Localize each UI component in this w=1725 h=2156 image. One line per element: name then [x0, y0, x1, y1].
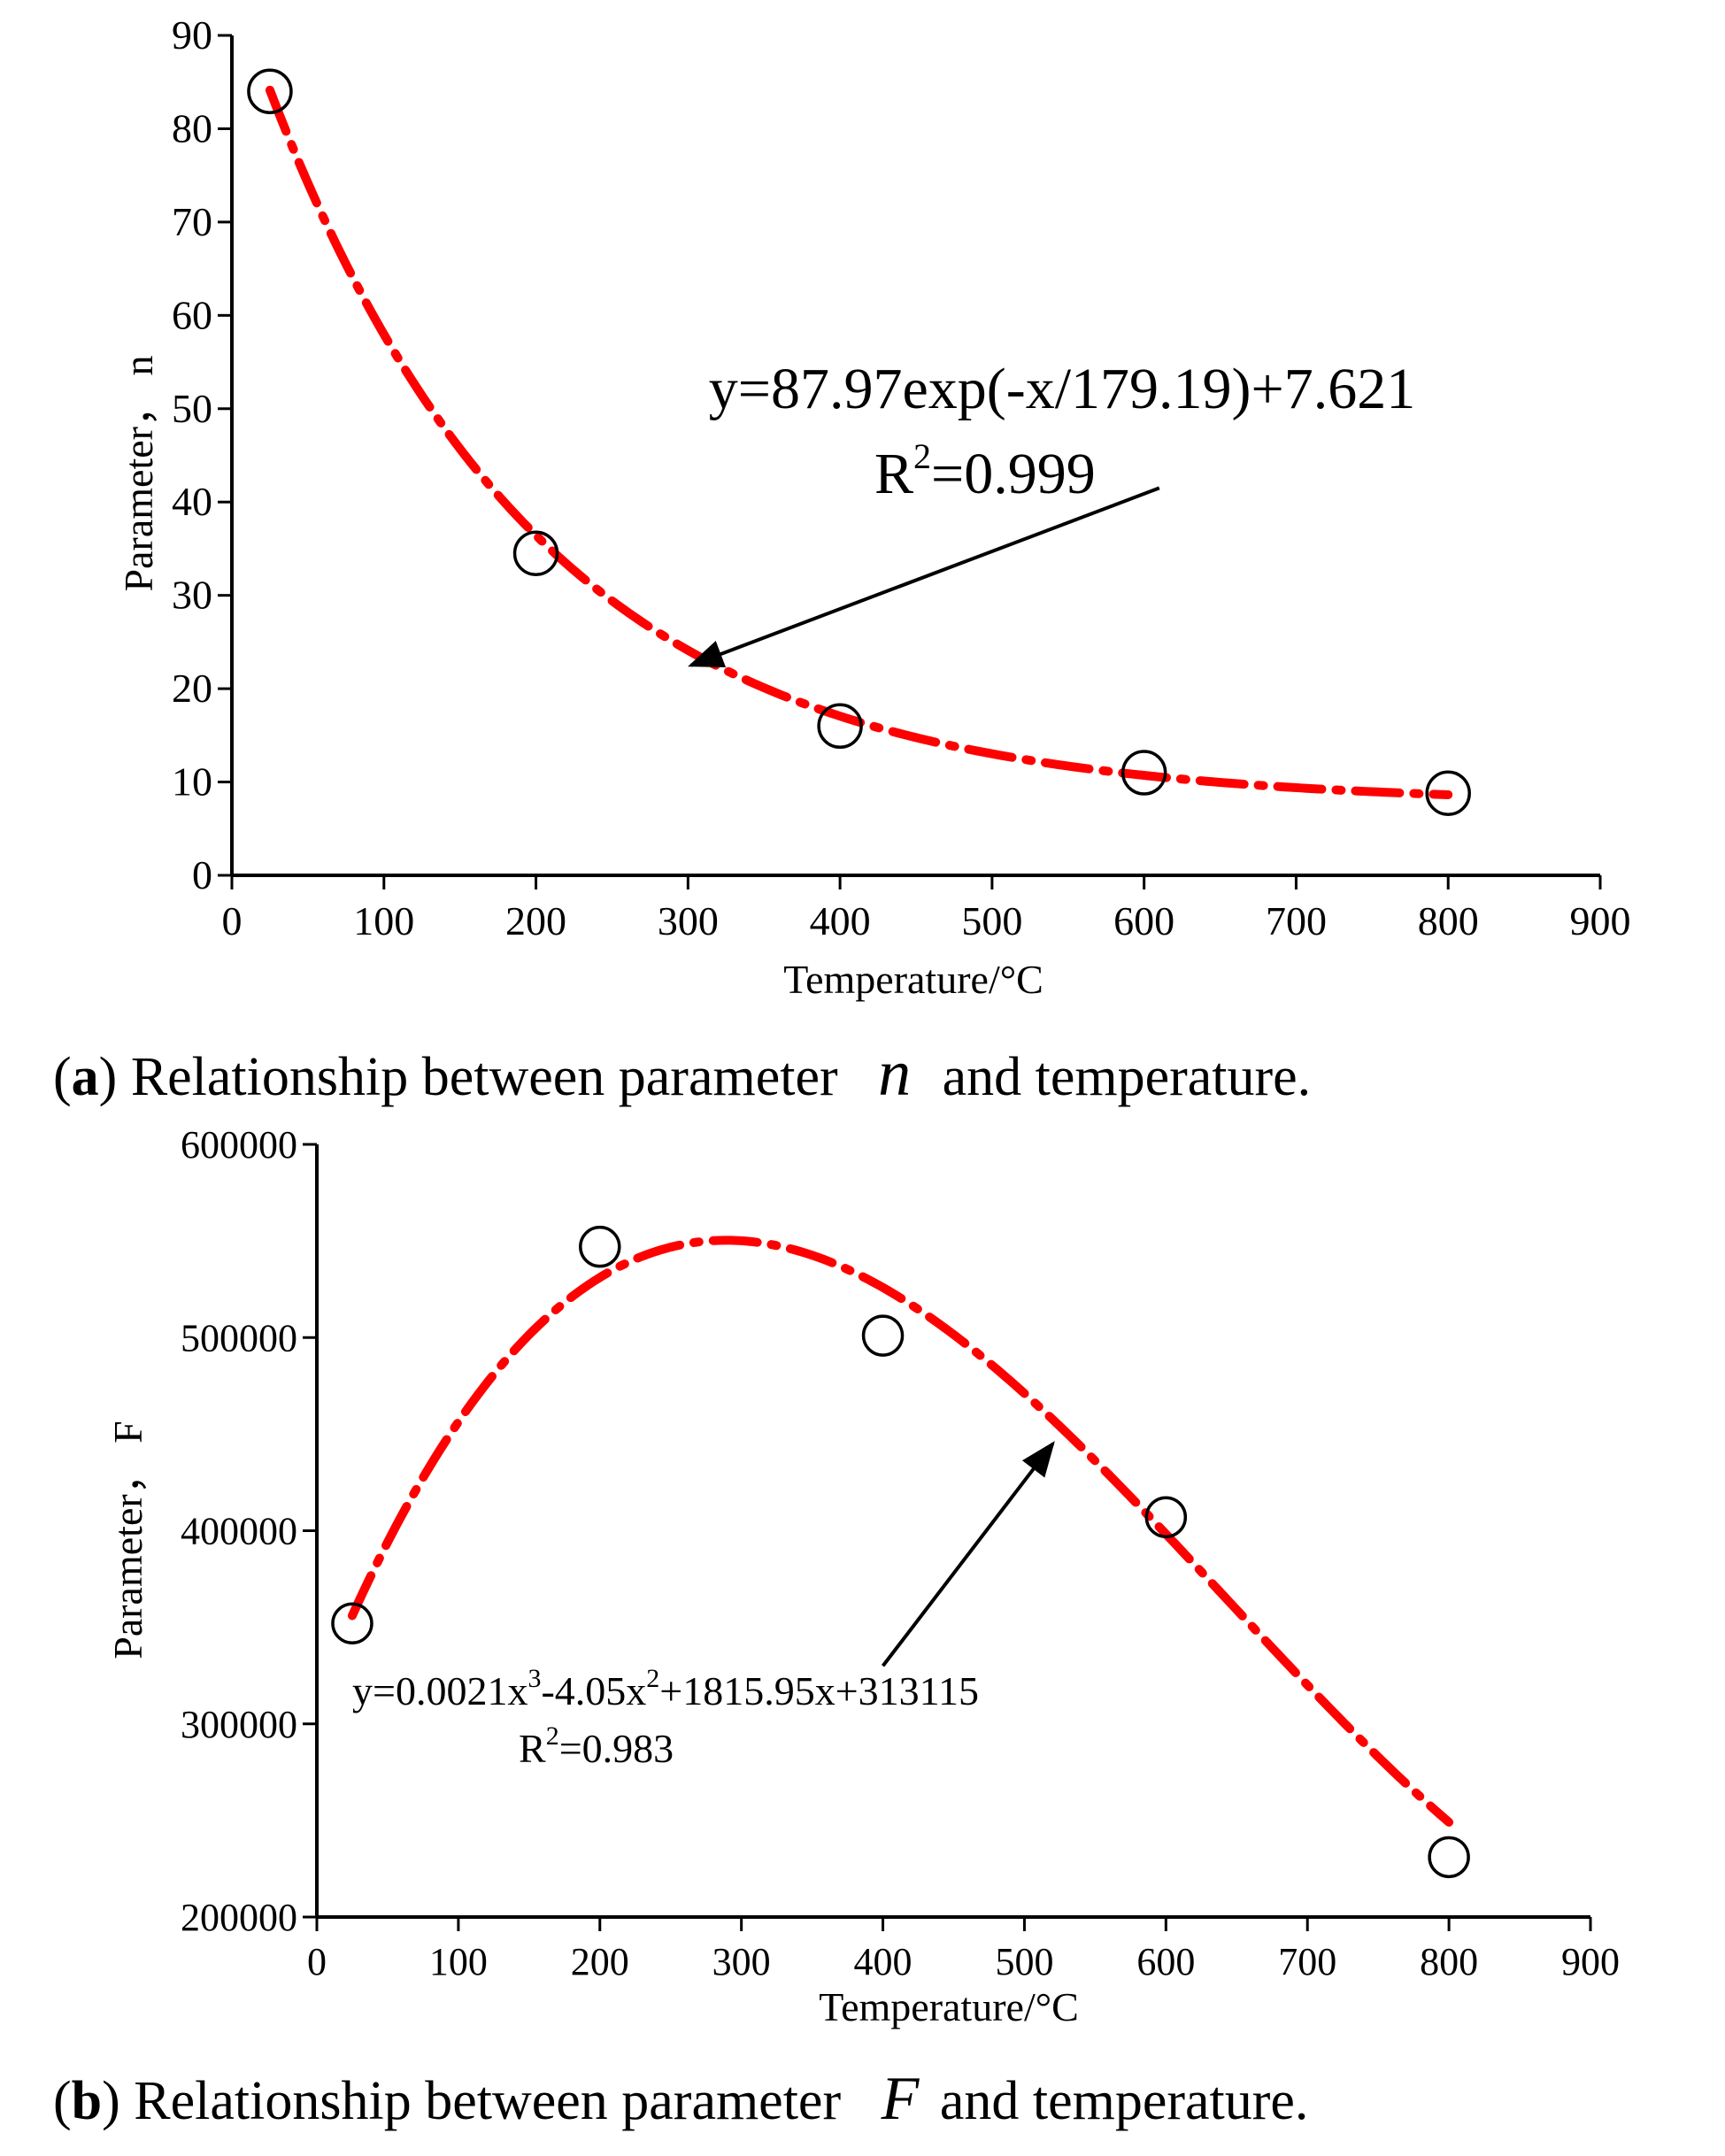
x-tick-label-b-600: 600: [1136, 1940, 1195, 1983]
arrow-line-b: [881, 1441, 1055, 1667]
ticks-a: [218, 34, 1602, 889]
r-squared-value-b: =0.983: [559, 1726, 674, 1771]
annotation-arrow-b: [881, 1441, 1055, 1667]
x-tick-label-b-800: 800: [1420, 1940, 1478, 1983]
x-tick-label-b-200: 200: [571, 1940, 629, 1983]
caption-b-open: (: [53, 2071, 72, 2131]
r-squared-label-b: R: [519, 1726, 546, 1771]
y-tick-label-a-70: 70: [172, 199, 212, 244]
fit-line-a: [265, 85, 1453, 799]
x-tick-label-b-100: 100: [429, 1940, 488, 1983]
fit-curve-a: [265, 85, 1453, 799]
data-point-a-25: [247, 68, 293, 115]
data-point-b-800: [1428, 1836, 1470, 1879]
fit-curve-b: [347, 1236, 1454, 1827]
caption-b-text-before: Relationship between parameter: [120, 2071, 855, 2131]
x-tick-label-a-500: 500: [961, 898, 1022, 943]
x-tick-label-a-0: 0: [222, 898, 243, 943]
x-tick-label-a-800: 800: [1418, 898, 1479, 943]
chart-panel-a: 0 100 200 300 400 500 600 700 800 900 0 10 20 30 40 50…: [53, 12, 1631, 1110]
chart-panel-b: 0 100 200 300 400 500 600 700 800 900 200000 30000…: [53, 1123, 1620, 2133]
x-tick-label-a-200: 200: [505, 898, 566, 943]
data-point-b-25: [331, 1602, 373, 1645]
y-axis-title-a: Parameter， n: [116, 356, 161, 592]
x-tick-label-a-900: 900: [1570, 898, 1631, 943]
data-point-a-800: [1425, 770, 1471, 816]
fit-equation-b: y=0.0021x3-4.05x2+1815.95x+313115: [352, 1664, 979, 1713]
data-point-b-600: [1144, 1496, 1188, 1538]
fit-equation-b-part2: -4.05x: [541, 1668, 646, 1713]
y-tick-label-b-300000: 300000: [181, 1703, 297, 1746]
fit-equation-b-part1: y=0.0021x: [352, 1668, 528, 1713]
x-tick-label-b-900: 900: [1561, 1940, 1620, 1983]
x-axis-title-b: Temperature/°C: [819, 1984, 1079, 2029]
fit-line-b: [347, 1236, 1454, 1827]
x-tick-labels-b: 0 100 200 300 400 500 600 700 800 900: [307, 1940, 1620, 1983]
data-point-a-400: [817, 703, 863, 750]
y-tick-label-b-500000: 500000: [181, 1316, 297, 1359]
y-tick-label-b-400000: 400000: [181, 1510, 297, 1553]
y-tick-label-b-200000: 200000: [181, 1896, 297, 1939]
x-tick-label-b-0: 0: [307, 1940, 327, 1983]
y-tick-label-a-50: 50: [172, 386, 212, 431]
y-tick-label-a-90: 90: [172, 12, 212, 58]
x-tick-label-b-300: 300: [712, 1940, 771, 1983]
data-point-a-600: [1120, 750, 1167, 796]
caption-a-close: ): [99, 1047, 118, 1107]
y-tick-label-a-80: 80: [172, 105, 212, 150]
y-tick-labels-b: 200000 300000 400000 500000 600000: [181, 1123, 297, 1939]
caption-a-symbol: n: [878, 1037, 911, 1110]
caption-b-text-after: and temperature.: [926, 2071, 1308, 2131]
r-squared-label-a: R: [874, 442, 913, 506]
y-tick-label-a-40: 40: [172, 479, 212, 524]
y-axis-title-b: Parameter， F: [105, 1421, 150, 1659]
r-squared-sup-a: 2: [913, 436, 931, 476]
caption-b-label: b: [72, 2071, 102, 2131]
x-tick-label-a-700: 700: [1266, 898, 1327, 943]
x-tick-labels-a: 0 100 200 300 400 500 600 700 800 900: [222, 898, 1631, 943]
y-tick-labels-a: 0 10 20 30 40 50 60 70 80 90: [172, 12, 212, 897]
x-axis-title-a: Temperature/°C: [783, 957, 1043, 1002]
fit-equation-b-sup2: 2: [646, 1664, 659, 1693]
data-point-a-200: [512, 530, 559, 576]
caption-b-close: ): [102, 2071, 120, 2131]
caption-a: (a) Relationship between parameter n and…: [53, 1037, 1311, 1110]
fit-equation-a: y=87.97exp(-x/179.19)+7.621: [709, 357, 1416, 421]
axes-a: [230, 35, 1600, 877]
data-points-a: [247, 68, 1471, 816]
x-tick-label-a-400: 400: [810, 898, 871, 943]
fit-equation-b-sup1: 3: [528, 1664, 541, 1693]
r-squared-value-a: =0.999: [931, 442, 1096, 506]
caption-a-text-before: Relationship between parameter: [117, 1047, 851, 1107]
x-tick-label-a-100: 100: [353, 898, 414, 943]
ticks-b: [303, 1143, 1592, 1931]
y-tick-label-b-600000: 600000: [181, 1123, 297, 1167]
y-tick-label-a-10: 10: [172, 759, 212, 805]
y-tick-label-a-20: 20: [172, 666, 212, 711]
caption-a-label: a: [72, 1047, 99, 1107]
y-tick-label-a-0: 0: [192, 852, 212, 897]
y-tick-label-a-30: 30: [172, 573, 212, 618]
r-squared-a: R2=0.999: [874, 436, 1096, 506]
caption-a-open: (: [53, 1047, 72, 1107]
y-tick-label-a-60: 60: [172, 292, 212, 337]
axes-b: [315, 1144, 1590, 1919]
x-tick-label-b-500: 500: [995, 1940, 1053, 1983]
fit-equation-b-part3: +1815.95x+313115: [659, 1668, 979, 1713]
x-tick-label-a-300: 300: [658, 898, 719, 943]
caption-b-symbol: F: [881, 2065, 920, 2133]
data-point-b-200: [579, 1225, 621, 1268]
x-tick-label-a-600: 600: [1113, 898, 1174, 943]
data-point-b-400: [861, 1314, 905, 1357]
arrow-line-a: [688, 486, 1160, 667]
data-points-b: [331, 1225, 1470, 1879]
caption-b: (b) Relationship between parameter F and…: [53, 2065, 1308, 2133]
r-squared-b: R2=0.983: [519, 1721, 674, 1771]
annotation-arrow-a: [688, 486, 1160, 667]
r-squared-sup-b: 2: [546, 1721, 559, 1751]
x-tick-label-b-400: 400: [854, 1940, 913, 1983]
x-tick-label-b-700: 700: [1278, 1940, 1336, 1983]
caption-a-text-after: and temperature.: [928, 1047, 1311, 1107]
